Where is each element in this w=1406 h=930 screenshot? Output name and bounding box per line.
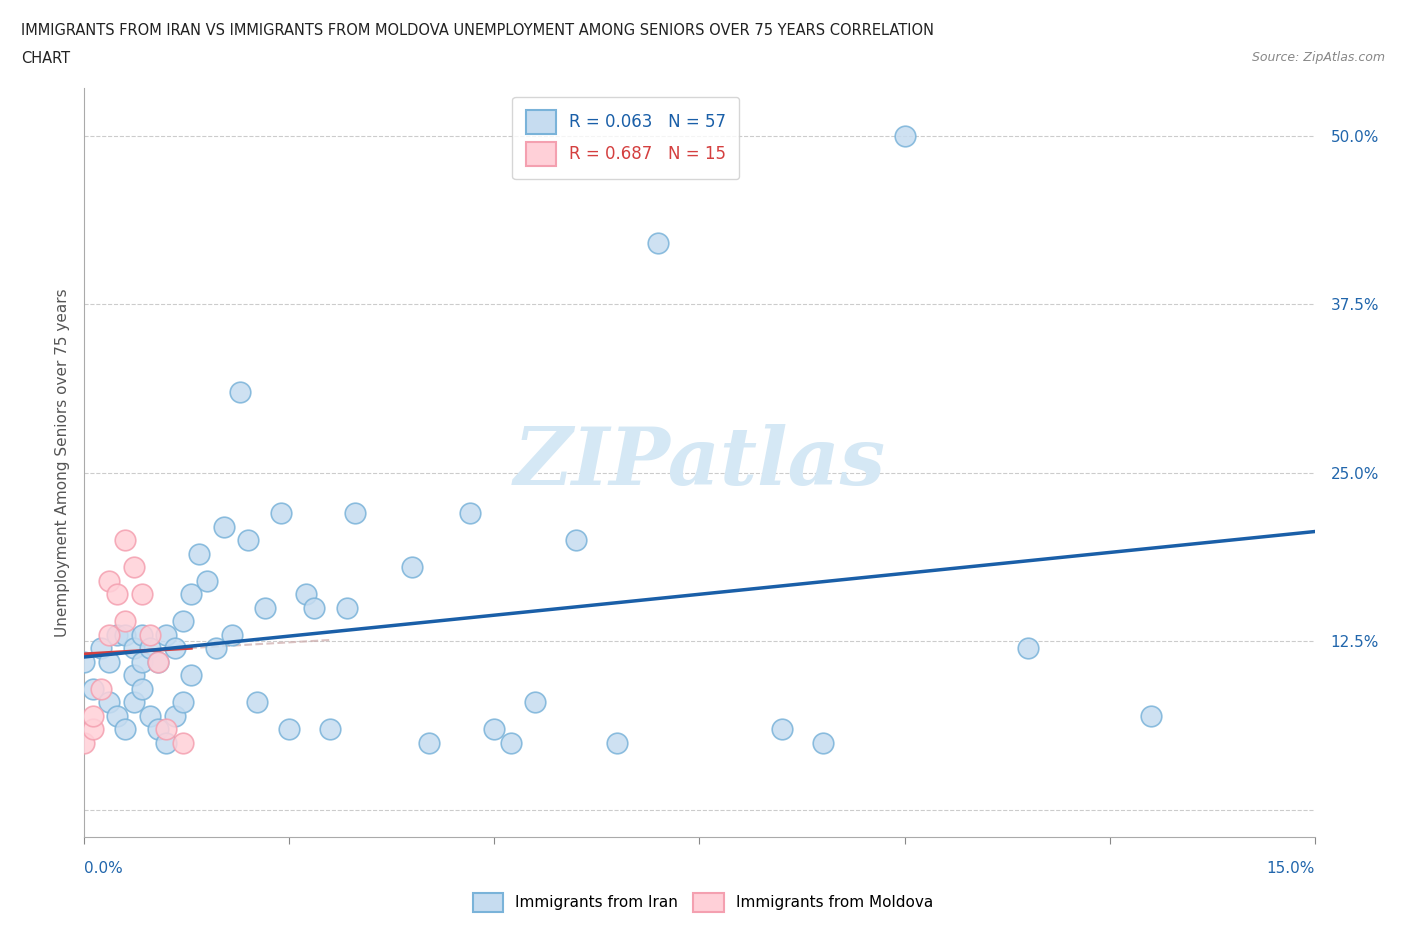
Point bbox=[238, 533, 260, 548]
Point bbox=[155, 627, 177, 642]
Point bbox=[188, 546, 211, 561]
Point bbox=[606, 735, 628, 750]
Point bbox=[499, 735, 522, 750]
Point bbox=[770, 722, 793, 737]
Point bbox=[811, 735, 834, 750]
Point bbox=[105, 587, 128, 602]
Point bbox=[172, 614, 194, 629]
Point bbox=[565, 533, 588, 548]
Point bbox=[114, 533, 136, 548]
Point bbox=[155, 735, 177, 750]
Point bbox=[90, 641, 112, 656]
Y-axis label: Unemployment Among Seniors over 75 years: Unemployment Among Seniors over 75 years bbox=[55, 288, 70, 637]
Text: ZIPatlas: ZIPatlas bbox=[513, 424, 886, 501]
Text: IMMIGRANTS FROM IRAN VS IMMIGRANTS FROM MOLDOVA UNEMPLOYMENT AMONG SENIORS OVER : IMMIGRANTS FROM IRAN VS IMMIGRANTS FROM … bbox=[21, 23, 934, 38]
Point bbox=[180, 668, 202, 683]
Text: 15.0%: 15.0% bbox=[1267, 861, 1315, 876]
Point bbox=[524, 695, 547, 710]
Point bbox=[893, 128, 915, 143]
Point bbox=[90, 681, 112, 696]
Point bbox=[98, 627, 120, 642]
Point bbox=[180, 587, 202, 602]
Point bbox=[122, 668, 145, 683]
Point bbox=[172, 695, 194, 710]
Point bbox=[98, 654, 120, 669]
Point bbox=[73, 654, 96, 669]
Point bbox=[122, 695, 145, 710]
Point bbox=[246, 695, 269, 710]
Point bbox=[295, 587, 318, 602]
Point bbox=[253, 600, 276, 615]
Point bbox=[647, 236, 669, 251]
Point bbox=[1139, 708, 1161, 723]
Point bbox=[98, 695, 120, 710]
Point bbox=[131, 627, 153, 642]
Point bbox=[204, 641, 226, 656]
Legend: Immigrants from Iran, Immigrants from Moldova: Immigrants from Iran, Immigrants from Mo… bbox=[467, 887, 939, 918]
Point bbox=[336, 600, 359, 615]
Point bbox=[131, 587, 153, 602]
Point bbox=[148, 654, 170, 669]
Point bbox=[73, 735, 96, 750]
Text: 0.0%: 0.0% bbox=[84, 861, 124, 876]
Point bbox=[148, 654, 170, 669]
Point bbox=[484, 722, 506, 737]
Point bbox=[122, 560, 145, 575]
Point bbox=[139, 708, 162, 723]
Point bbox=[163, 641, 186, 656]
Point bbox=[82, 681, 104, 696]
Point bbox=[114, 627, 136, 642]
Point bbox=[197, 573, 219, 588]
Point bbox=[139, 627, 162, 642]
Point bbox=[131, 654, 153, 669]
Point bbox=[229, 384, 252, 399]
Legend: R = 0.063   N = 57, R = 0.687   N = 15: R = 0.063 N = 57, R = 0.687 N = 15 bbox=[512, 97, 740, 179]
Point bbox=[172, 735, 194, 750]
Point bbox=[221, 627, 243, 642]
Text: CHART: CHART bbox=[21, 51, 70, 66]
Point bbox=[122, 641, 145, 656]
Point bbox=[418, 735, 440, 750]
Point bbox=[278, 722, 301, 737]
Point bbox=[155, 722, 177, 737]
Point bbox=[98, 573, 120, 588]
Point bbox=[344, 506, 367, 521]
Point bbox=[302, 600, 325, 615]
Point bbox=[139, 641, 162, 656]
Point bbox=[401, 560, 423, 575]
Point bbox=[114, 614, 136, 629]
Point bbox=[82, 722, 104, 737]
Point bbox=[163, 708, 186, 723]
Point bbox=[105, 627, 128, 642]
Point bbox=[212, 519, 235, 534]
Point bbox=[319, 722, 342, 737]
Point bbox=[131, 681, 153, 696]
Point bbox=[458, 506, 481, 521]
Point bbox=[1017, 641, 1039, 656]
Text: Source: ZipAtlas.com: Source: ZipAtlas.com bbox=[1251, 51, 1385, 64]
Point bbox=[270, 506, 292, 521]
Point bbox=[82, 708, 104, 723]
Point bbox=[105, 708, 128, 723]
Point bbox=[148, 722, 170, 737]
Point bbox=[114, 722, 136, 737]
